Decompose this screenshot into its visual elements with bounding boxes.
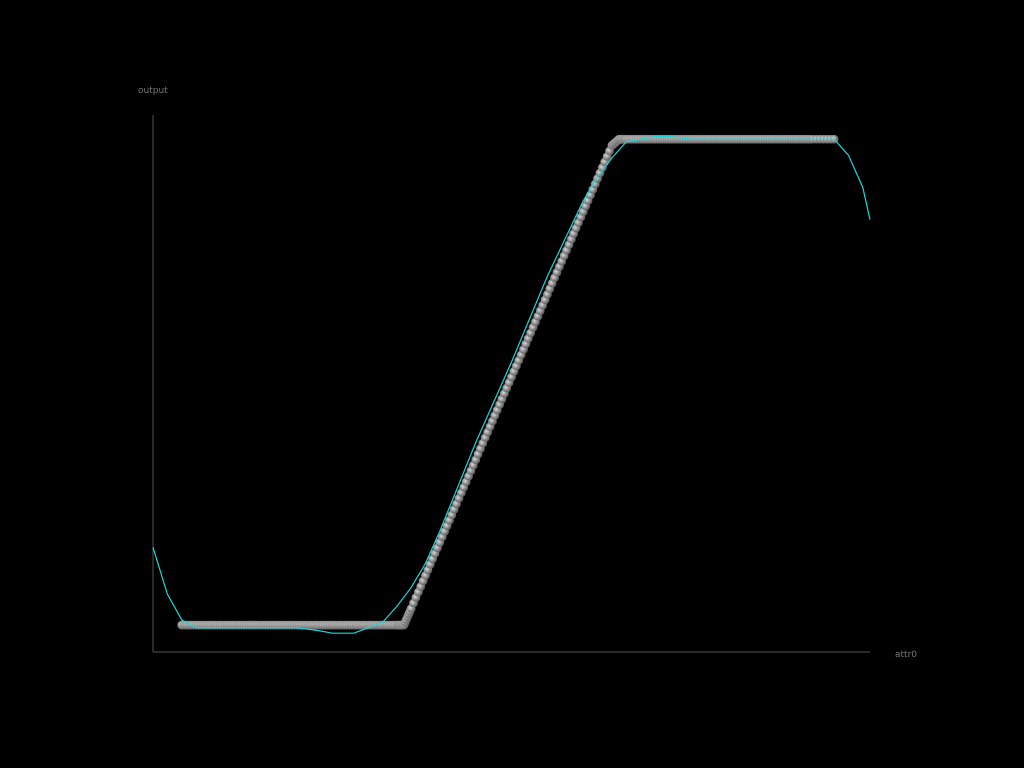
fit-line <box>152 135 871 634</box>
x-axis-label: attr0 <box>895 650 917 660</box>
data-points <box>177 134 839 630</box>
y-axis-label: output <box>138 86 168 96</box>
